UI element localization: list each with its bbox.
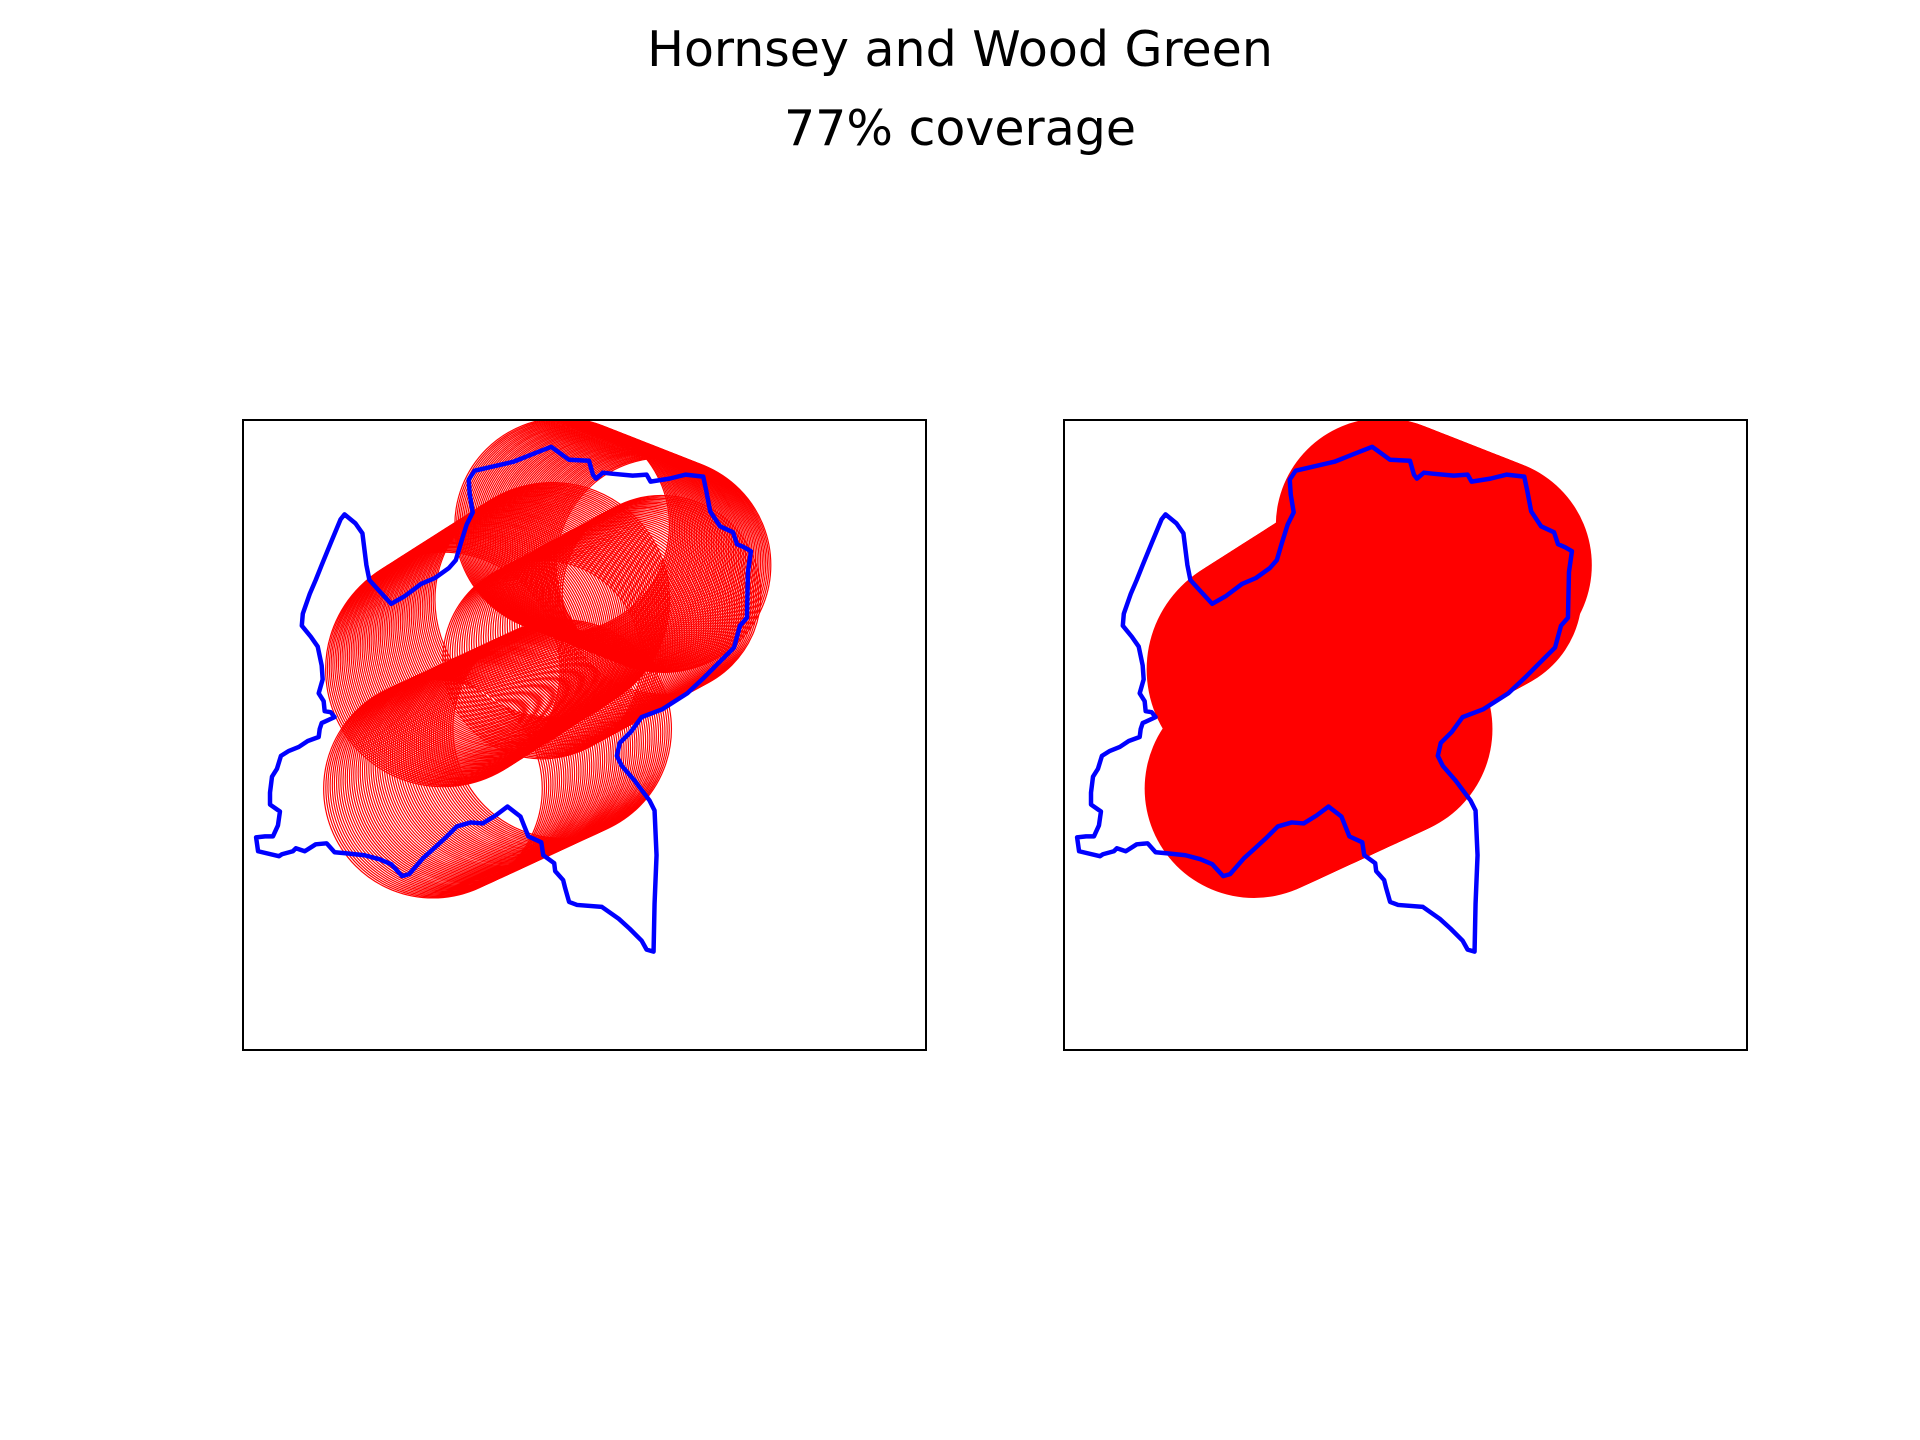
coverage-circle <box>424 632 645 852</box>
coverage-circle <box>370 522 607 759</box>
coverage-circle <box>383 650 604 871</box>
coverage-circle <box>381 651 601 872</box>
coverage-circle <box>485 536 686 737</box>
coverage-circle <box>497 529 698 730</box>
coverage-circle <box>357 530 594 767</box>
coverage-circle <box>532 510 733 711</box>
coverage-circle <box>513 520 714 721</box>
coverage-circle <box>390 509 627 746</box>
coverage-circle <box>403 501 640 738</box>
coverage-area-fill <box>1144 421 1592 898</box>
coverage-circle <box>515 441 731 658</box>
right-panel-filled-coverage <box>1063 419 1748 1051</box>
coverage-circle <box>535 509 736 710</box>
coverage-circle <box>542 505 743 706</box>
coverage-circle <box>415 636 636 856</box>
coverage-circle <box>392 508 629 745</box>
coverage-circle <box>414 494 650 731</box>
coverage-circle <box>352 534 589 770</box>
coverage-circle <box>388 511 625 747</box>
coverage-circle <box>490 533 690 734</box>
coverage-circle <box>422 633 642 853</box>
coverage-circle <box>498 434 714 651</box>
coverage-circle <box>432 483 669 719</box>
coverage-circle <box>368 523 605 760</box>
coverage-circle <box>516 519 717 720</box>
coverage-circle <box>499 528 700 729</box>
left-panel-map <box>253 421 772 954</box>
coverage-circle <box>437 626 657 846</box>
left-panel-outlined-circles <box>242 419 927 1051</box>
coverage-circle <box>439 625 660 845</box>
coverage-circle <box>377 517 614 754</box>
coverage-circle <box>518 518 719 719</box>
coverage-circle <box>492 532 693 733</box>
coverage-circle <box>379 516 616 753</box>
coverage-circle <box>552 500 752 701</box>
coverage-circle-outlines <box>323 421 772 899</box>
coverage-circle <box>356 531 592 768</box>
coverage-circle <box>374 520 610 756</box>
coverage-circle <box>354 532 590 769</box>
coverage-circle <box>523 515 724 716</box>
coverage-circle <box>441 624 662 844</box>
coverage-circle <box>528 513 729 713</box>
right-panel-map <box>1074 421 1592 954</box>
coverage-circle <box>559 496 760 697</box>
coverage-circle <box>381 515 618 752</box>
coverage-circle <box>487 534 688 735</box>
coverage-circle <box>346 537 583 774</box>
coverage-circle <box>544 503 745 704</box>
constituency-boundary <box>253 444 754 954</box>
coverage-circle <box>521 516 721 717</box>
coverage-circle <box>372 521 609 758</box>
coverage-circle <box>361 528 598 765</box>
coverage-circle <box>348 536 585 773</box>
figure-subtitle: 77% coverage <box>784 100 1136 157</box>
figure-title: Hornsey and Wood Green <box>647 21 1273 78</box>
coverage-circle <box>379 652 599 873</box>
coverage-circle <box>480 538 681 739</box>
coverage-circle <box>506 524 707 725</box>
coverage-circle <box>435 627 655 847</box>
coverage-circle <box>561 494 762 695</box>
coverage-circle <box>525 514 726 715</box>
coverage-circle <box>554 498 755 699</box>
coverage-circle <box>509 523 710 724</box>
coverage-circle <box>540 506 741 707</box>
coverage-circle <box>385 649 606 870</box>
coverage-circle <box>482 537 683 738</box>
coverage-circle <box>363 527 600 763</box>
coverage-circle <box>504 525 705 726</box>
coverage-circle <box>417 635 638 855</box>
coverage-circle <box>537 507 738 708</box>
coverage-circle <box>359 529 596 766</box>
coverage-circle <box>494 531 695 732</box>
coverage-fill-circle <box>1383 495 1582 695</box>
coverage-circle <box>402 641 623 862</box>
coverage-circle <box>365 526 601 762</box>
coverage-circle <box>412 495 649 732</box>
coverage-circle <box>376 653 597 874</box>
coverage-circle <box>530 511 731 712</box>
coverage-circle <box>501 527 702 728</box>
coverage-circle <box>511 522 712 722</box>
coverage-circle <box>366 524 603 761</box>
coverage-circle <box>443 623 664 843</box>
coverage-circle <box>419 634 640 854</box>
coverage-circle <box>404 640 625 861</box>
coverage-circle <box>376 519 612 755</box>
coverage-circle <box>350 535 587 772</box>
coverage-circle <box>556 497 757 698</box>
constituency-boundary <box>1074 444 1575 954</box>
